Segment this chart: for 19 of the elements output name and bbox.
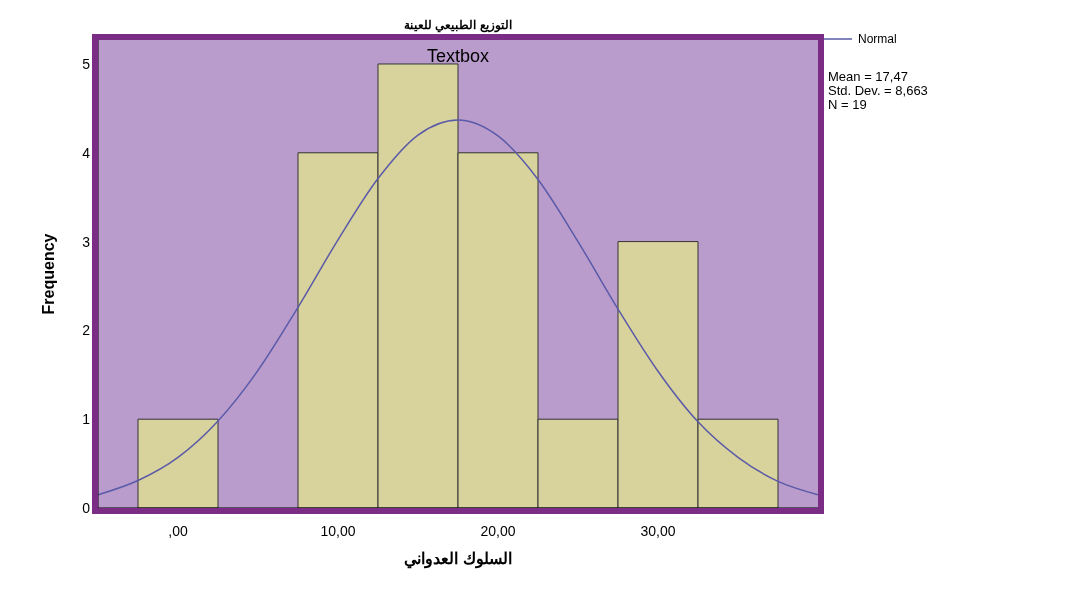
x-axis-title: السلوك العدواني (404, 550, 512, 569)
chart-title: التوزيع الطبيعي للعينة (403, 18, 513, 32)
x-tick-label: ,00 (168, 522, 188, 539)
legend-label: Normal (858, 32, 897, 46)
line-series (98, 119, 818, 496)
text: N = 19 (828, 97, 868, 112)
y-tick-label: 4 (82, 144, 91, 161)
text: Std. Dev. = 8,663 (828, 83, 928, 98)
x-tick-label: 10,00 (320, 522, 356, 539)
x-tick-label: 20,00 (480, 522, 516, 539)
y-tick-label: 1 (82, 411, 91, 428)
y-tick-label: 5 (82, 55, 91, 72)
y-tick-label: 2 (82, 322, 91, 339)
y-axis-title: Frequency (39, 233, 57, 315)
y-tick-label: 3 (82, 233, 91, 250)
annotation: Textbox (425, 46, 490, 67)
x-tick-label: 30,00 (640, 522, 676, 539)
y-tick-label: 0 (82, 499, 91, 516)
text: Mean = 17,47 (828, 69, 909, 84)
